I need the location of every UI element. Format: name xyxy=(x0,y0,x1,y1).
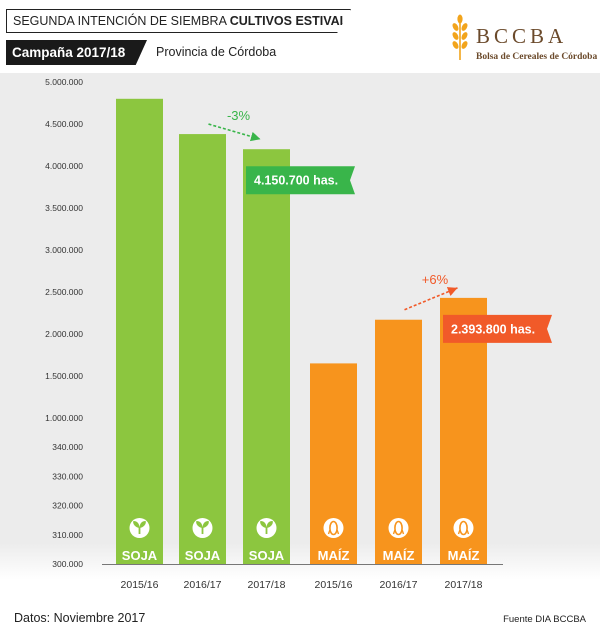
change-percent-label: +6% xyxy=(422,272,449,287)
y-tick-label: 320.000 xyxy=(52,501,83,511)
x-tick-label: 2016/17 xyxy=(184,579,222,591)
logo-name: BCCBA xyxy=(476,24,568,48)
x-tick-label: 2016/17 xyxy=(380,579,418,591)
corn-icon xyxy=(388,518,409,538)
y-axis: 5.000.000 4.500.000 4.000.000 3.500.000 3.00… xyxy=(45,77,83,569)
province-label: Provincia de Córdoba xyxy=(156,45,277,59)
y-tick-label: 1.500.000 xyxy=(45,371,83,381)
plot-fade xyxy=(0,543,600,635)
title-bold: CULTIVOS ESTIVALES xyxy=(229,14,364,28)
bar-soja-2 xyxy=(243,149,290,564)
y-tick-label: 4.000.000 xyxy=(45,161,83,171)
x-tick-label: 2015/16 xyxy=(315,579,353,591)
bar-soja-1 xyxy=(179,134,226,564)
y-tick-label: 300.000 xyxy=(52,559,83,569)
title-regular: SEGUNDA INTENCIÓN DE SIEMBRA xyxy=(13,14,230,28)
y-tick-label: 2.000.000 xyxy=(45,329,83,339)
y-tick-label: 310.000 xyxy=(52,530,83,540)
campaign-badge: Campaña 2017/18 xyxy=(6,40,147,65)
trend-arrow xyxy=(404,287,458,311)
value-label: 4.150.700 has. xyxy=(254,174,338,188)
logo-subtitle: Bolsa de Cereales de Córdoba xyxy=(476,52,598,62)
y-tick-label: 3.000.000 xyxy=(45,245,83,255)
bar-crop-label: MAÍZ xyxy=(383,548,415,563)
chart-title: SEGUNDA INTENCIÓN DE SIEMBRA CULTIVOS ES… xyxy=(6,9,351,33)
value-label-box xyxy=(443,314,552,343)
bar-crop-label: MAÍZ xyxy=(448,548,480,563)
x-tick-label: 2017/18 xyxy=(248,579,286,591)
bar-crop-label: MAÍZ xyxy=(318,548,350,563)
bar-crop-label: SOJA xyxy=(122,548,158,563)
bar-chart: 5.000.000 4.500.000 4.000.000 3.500.000 3.00… xyxy=(45,77,552,591)
annotations: -3% +6% 4.150.700 has. 2.393.800 has. xyxy=(208,108,552,343)
y-tick-label: 4.500.000 xyxy=(45,119,83,129)
sprout-icon xyxy=(192,518,213,538)
sprout-icon xyxy=(256,518,277,538)
y-tick-label: 330.000 xyxy=(52,471,83,481)
wheat-icon xyxy=(452,14,468,60)
corn-icon xyxy=(323,518,344,538)
x-tick-label: 2015/16 xyxy=(121,579,159,591)
source-note: Fuente DIA BCCBA xyxy=(503,614,586,625)
corn-icon xyxy=(453,518,474,538)
y-tick-label: 5.000.000 xyxy=(45,77,83,87)
bar-crop-label: SOJA xyxy=(185,548,221,563)
bar-crop-label: SOJA xyxy=(249,548,285,563)
y-tick-label: 1.000.000 xyxy=(45,413,83,423)
x-axis: 2015/16 2016/17 2017/18 2015/16 2016/17 2017/… xyxy=(102,564,503,591)
y-tick-label: 2.500.000 xyxy=(45,287,83,297)
sprout-icon xyxy=(129,518,150,538)
y-tick-label: 340.000 xyxy=(52,442,83,452)
data-date-note: Datos: Noviembre 2017 xyxy=(14,611,146,625)
plot-background xyxy=(0,73,600,550)
bar-soja-0 xyxy=(116,98,163,565)
value-label: 2.393.800 has. xyxy=(451,322,535,336)
x-tick-label: 2017/18 xyxy=(445,579,483,591)
y-tick-label: 3.500.000 xyxy=(45,203,83,213)
change-percent-label: -3% xyxy=(227,108,251,123)
value-label-box xyxy=(246,166,355,195)
trend-arrow xyxy=(208,123,261,142)
